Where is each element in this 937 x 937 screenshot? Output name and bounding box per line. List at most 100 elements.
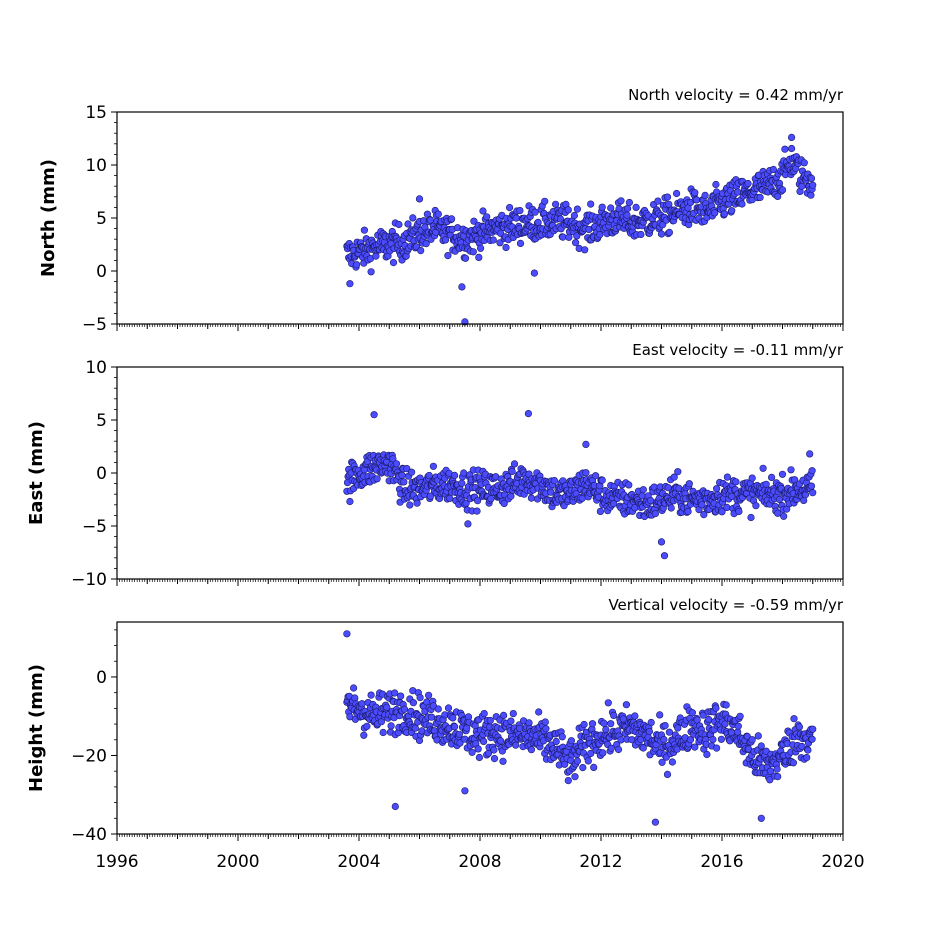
- east-y-tick-label: −10: [71, 570, 107, 590]
- east-outlier-point: [524, 410, 533, 418]
- north-point: [516, 207, 524, 215]
- height-point: [748, 736, 756, 744]
- height-point: [411, 724, 419, 732]
- height-point: [444, 704, 453, 712]
- east-outlier-point: [370, 411, 378, 419]
- north-point: [573, 205, 582, 213]
- east-y-tick-label: 10: [85, 358, 107, 378]
- height-point: [542, 725, 550, 733]
- height-point: [351, 694, 359, 702]
- east-point: [398, 471, 406, 479]
- north-point: [701, 191, 709, 199]
- north-point: [778, 186, 787, 194]
- north-point: [781, 145, 789, 153]
- north-point: [720, 210, 729, 218]
- height-point: [564, 776, 572, 785]
- height-point: [512, 741, 520, 749]
- height-point: [567, 737, 576, 745]
- height-point: [736, 712, 744, 720]
- height-point: [604, 699, 612, 707]
- east-point: [510, 460, 519, 468]
- north-point: [564, 206, 572, 214]
- x-tick-label: 2000: [216, 852, 259, 872]
- east-point: [473, 507, 481, 515]
- north-point: [506, 204, 514, 212]
- east-point: [610, 500, 618, 508]
- north-point: [598, 203, 606, 211]
- height-y-tick-label: −40: [71, 825, 107, 845]
- north-point: [479, 207, 487, 215]
- height-point: [579, 763, 587, 772]
- height-point: [790, 715, 798, 723]
- north-point: [623, 204, 632, 213]
- height-point: [808, 735, 816, 743]
- height-point: [717, 735, 726, 743]
- height-point: [397, 692, 405, 700]
- north-point: [637, 230, 645, 239]
- north-y-tick-label: 10: [85, 156, 107, 176]
- east-point: [775, 495, 784, 504]
- east-point: [774, 509, 782, 517]
- height-point: [665, 728, 674, 736]
- height-point: [360, 731, 368, 739]
- north-outlier-point: [787, 133, 796, 141]
- height-point: [722, 701, 730, 709]
- north-point: [353, 261, 361, 269]
- height-outlier-point: [343, 630, 351, 638]
- east-point: [639, 486, 647, 494]
- x-tick-label: 2020: [821, 852, 864, 872]
- north-y-tick-label: 0: [96, 262, 107, 282]
- north-outlier-point: [346, 280, 354, 288]
- north-y-tick-label: −5: [82, 315, 107, 335]
- east-point: [700, 510, 708, 519]
- north-point: [409, 214, 417, 222]
- east-point: [446, 494, 454, 503]
- north-point: [417, 247, 425, 255]
- height-point: [451, 723, 459, 731]
- east-point: [638, 492, 646, 500]
- height-outlier-point: [391, 802, 399, 811]
- east-point: [698, 501, 706, 509]
- north-point: [744, 179, 752, 188]
- north-point: [489, 236, 497, 244]
- north-point: [372, 252, 380, 260]
- north-panel-title: North velocity = 0.42 mm/yr: [628, 86, 844, 104]
- east-point: [451, 471, 459, 480]
- north-point: [444, 252, 452, 260]
- east-point: [400, 478, 408, 486]
- north-point: [692, 196, 701, 204]
- north-point: [512, 214, 520, 222]
- height-point: [663, 770, 672, 779]
- east-point: [651, 509, 660, 518]
- north-point: [496, 239, 504, 247]
- east-point: [406, 501, 414, 509]
- north-point: [657, 230, 666, 238]
- east-point: [474, 497, 482, 505]
- height-point: [449, 714, 457, 722]
- height-point: [400, 705, 409, 713]
- north-panel: North velocity = 0.42 mm/yr North (mm) −…: [38, 86, 844, 335]
- north-point: [531, 208, 539, 216]
- height-outlier-point: [461, 787, 469, 795]
- north-point: [712, 180, 720, 189]
- height-point: [475, 753, 484, 762]
- height-point: [795, 723, 804, 731]
- north-y-tick-label: 15: [85, 103, 107, 123]
- height-point: [455, 730, 464, 738]
- height-point: [773, 765, 781, 773]
- height-point: [558, 733, 566, 741]
- height-point: [709, 735, 717, 744]
- north-point: [534, 218, 542, 226]
- east-point: [550, 477, 559, 485]
- height-point: [809, 725, 817, 733]
- east-point: [807, 482, 816, 490]
- height-point: [580, 720, 588, 729]
- height-point: [497, 737, 505, 745]
- height-point: [602, 725, 610, 734]
- height-y-tick-label: −20: [71, 746, 107, 766]
- height-point: [552, 737, 560, 746]
- east-point: [500, 499, 508, 508]
- north-point: [367, 268, 375, 276]
- height-point: [584, 757, 592, 765]
